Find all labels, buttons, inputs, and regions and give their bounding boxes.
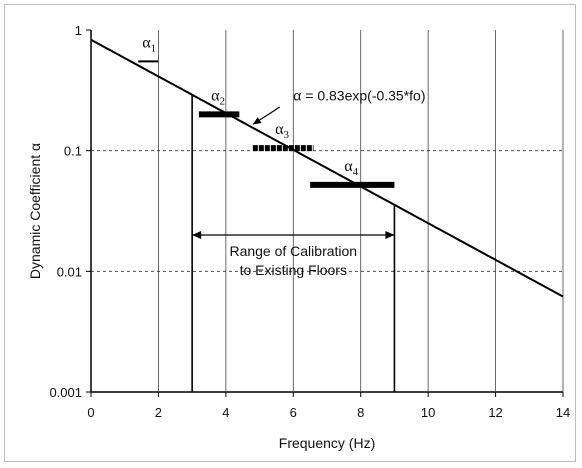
x-tick-label: 10 xyxy=(421,405,435,420)
y-tick-label: 1 xyxy=(75,23,82,38)
x-tick-label: 14 xyxy=(556,405,570,420)
calibration-range-arrowhead-right xyxy=(385,231,395,240)
alpha-step-subscript: 3 xyxy=(284,129,290,141)
step-layer: α1 α2 α3 α4 xyxy=(138,34,395,188)
curve-equation-label: α = 0.83exp(-0.35*fo) xyxy=(293,88,425,104)
alpha-step-subscript: 2 xyxy=(220,95,226,107)
alpha-step-label-1: α1 xyxy=(142,34,156,54)
x-tick-label: 4 xyxy=(222,405,229,420)
alpha-step-label-2: α2 xyxy=(211,87,225,107)
curve-equation-arrowhead xyxy=(252,117,262,125)
alpha-step-subscript: 4 xyxy=(353,166,359,178)
chart-frame xyxy=(4,4,576,462)
calibration-range-label-line1: Range of Calibration xyxy=(229,243,357,259)
calibration-range-arrowhead-left xyxy=(192,231,202,240)
alpha-step-label-4: α4 xyxy=(344,158,358,178)
exponential-curve xyxy=(90,38,564,298)
y-tick-label: 0.1 xyxy=(64,144,82,159)
y-axis-label: Dynamic Coefficient α xyxy=(27,143,43,279)
x-tick-label: 12 xyxy=(488,405,502,420)
x-tick-label: 8 xyxy=(357,405,364,420)
x-tick-label: 6 xyxy=(290,405,297,420)
x-tick-label: 2 xyxy=(155,405,162,420)
alpha-step-label-3: α3 xyxy=(275,121,289,141)
grid-layer xyxy=(91,30,564,392)
calibration-range-label-line2: to Existing Floors xyxy=(240,262,347,278)
x-axis-label: Frequency (Hz) xyxy=(279,435,375,451)
y-tick-label: 0.01 xyxy=(57,264,82,279)
calibration-layer xyxy=(191,94,396,392)
y-tick-label: 0.001 xyxy=(49,385,82,400)
x-tick-label: 0 xyxy=(87,405,94,420)
alpha-step-subscript: 1 xyxy=(151,42,157,54)
